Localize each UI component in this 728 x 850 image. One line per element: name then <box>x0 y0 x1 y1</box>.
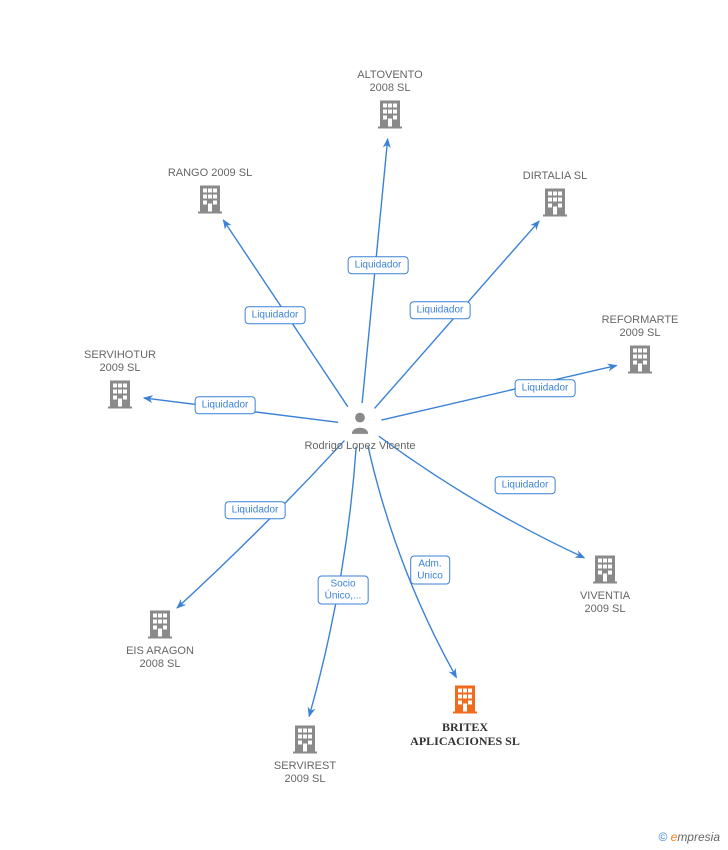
building-icon-viventia <box>589 552 621 589</box>
edge-altovento <box>362 139 388 403</box>
edge-servihotur <box>144 398 338 422</box>
edge-dirtalia <box>375 221 540 408</box>
node-label-britex: BRITEX APLICACIONES SL <box>410 720 520 749</box>
node-label-servirest: SERVIREST 2009 SL <box>274 760 336 786</box>
edge-viventia <box>379 436 584 558</box>
building-icon-servihotur <box>104 377 136 414</box>
node-label-altovento: ALTOVENTO 2008 SL <box>357 69 422 95</box>
node-label-rango: RANGO 2009 SL <box>168 167 252 180</box>
copyright-symbol: © <box>658 830 667 844</box>
edge-eisaragon <box>177 441 344 608</box>
edge-reformarte <box>381 365 616 420</box>
node-label-viventia: VIVENTIA 2009 SL <box>580 590 630 616</box>
building-icon-rango <box>194 182 226 219</box>
node-label-dirtalia: DIRTALIA SL <box>523 170 587 183</box>
building-icon-servirest <box>289 722 321 759</box>
edge-rango <box>223 220 347 407</box>
copyright: © empresia <box>658 830 720 844</box>
building-icon-britex <box>449 682 481 719</box>
building-icon-dirtalia <box>539 185 571 222</box>
edge-servirest <box>309 447 356 717</box>
node-label-servihotur: SERVIHOTUR 2009 SL <box>84 349 156 375</box>
building-icon-altovento <box>374 97 406 134</box>
node-label-reformarte: REFORMARTE 2009 SL <box>602 314 679 340</box>
building-icon-reformarte <box>624 342 656 379</box>
center-label: Rodrigo Lopez Vicente <box>304 440 415 453</box>
brand: empresia <box>671 830 720 844</box>
building-icon-eisaragon <box>144 607 176 644</box>
node-label-eisaragon: EIS ARAGON 2008 SL <box>126 645 194 671</box>
person-icon <box>347 410 373 441</box>
